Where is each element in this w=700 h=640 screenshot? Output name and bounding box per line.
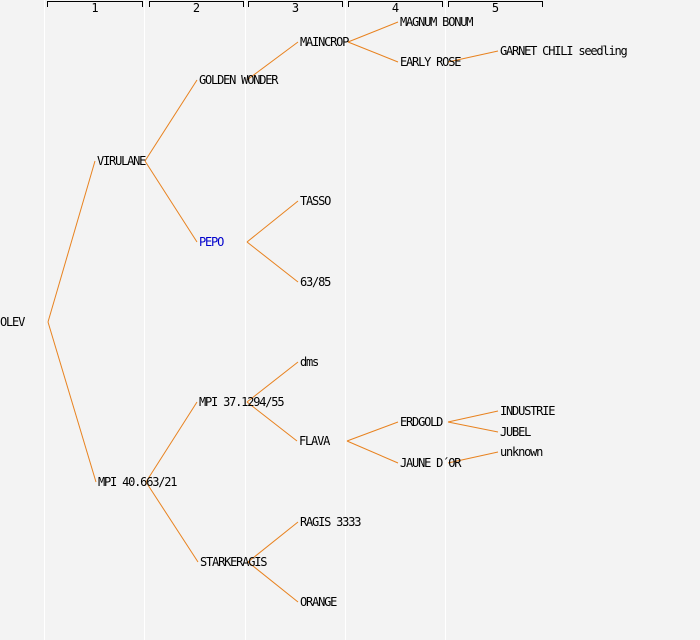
pedigree-edge-virulane-pepo — [144, 160, 198, 243]
tree-node-flava[interactable]: FLAVA — [299, 434, 330, 448]
tree-node-mpi-37-1294-55[interactable]: MPI 37.1294/55 — [199, 395, 285, 409]
generation-bracket-1: 1 — [47, 1, 143, 14]
generation-bracket-2: 2 — [149, 1, 244, 14]
pedigree-edge-maincrop-early-rose — [347, 41, 399, 63]
tree-node-early-rose[interactable]: EARLY ROSE — [400, 55, 461, 69]
generation-number: 2 — [192, 1, 201, 15]
tree-node-starkeragis[interactable]: STARKERAGIS — [200, 555, 267, 569]
column-separator-line — [345, 0, 346, 640]
tree-node-unknown[interactable]: unknown — [500, 445, 543, 459]
tree-node-magnum-bonum[interactable]: MAGNUM BONUM — [400, 15, 474, 29]
pedigree-edge-golden-wonder-maincrop — [246, 41, 299, 81]
tree-node-jubel[interactable]: JUBEL — [500, 425, 531, 439]
pedigree-edge-pepo-tasso — [246, 200, 299, 243]
tree-node-dms[interactable]: dms — [300, 355, 319, 369]
tree-node-ragis-3333[interactable]: RAGIS 3333 — [300, 515, 361, 529]
pedigree-edge-starkeragis-ragis-3333 — [247, 521, 299, 563]
tree-node-pepo[interactable]: PEPO — [199, 235, 224, 249]
tree-node-golden-wonder[interactable]: GOLDEN WONDER — [199, 73, 279, 87]
tree-node-erdgold[interactable]: ERDGOLD — [400, 415, 443, 429]
pedigree-edge-pepo-63-85 — [246, 241, 299, 283]
pedigree-edge-erdgold-industrie — [447, 410, 499, 423]
pedigree-edge-flava-erdgold — [346, 421, 399, 442]
pedigree-edge-mpi-37-1294-55-dms — [246, 361, 299, 403]
tree-node-jaune-dor[interactable]: JAUNE D´OR — [400, 456, 461, 470]
generation-number: 4 — [391, 1, 400, 15]
pedigree-edge-olev-virulane — [47, 160, 96, 323]
tree-node-tasso[interactable]: TASSO — [300, 194, 331, 208]
pedigree-edge-early-rose-garnet-chili-seedling — [447, 50, 499, 63]
generation-number: 5 — [491, 1, 500, 15]
generation-number: 1 — [91, 1, 99, 15]
pedigree-edge-mpi-37-1294-55-flava — [246, 401, 298, 442]
tree-node-63-85[interactable]: 63/85 — [300, 275, 331, 289]
tree-node-virulane[interactable]: VIRULANE — [97, 154, 146, 168]
column-separator-line — [144, 0, 145, 640]
generation-bracket-3: 3 — [248, 1, 343, 14]
tree-node-maincrop[interactable]: MAINCROP — [300, 35, 349, 49]
tree-node-garnet-chili-seedling[interactable]: GARNET CHILI seedling — [500, 44, 628, 58]
pedigree-edge-maincrop-magnum-bonum — [347, 21, 399, 43]
pedigree-edge-mpi-40-663-21-mpi-37-1294-55 — [145, 401, 198, 483]
pedigree-edge-erdgold-jubel — [447, 421, 499, 433]
column-separator-line — [245, 0, 246, 640]
generation-number: 3 — [291, 1, 300, 15]
pedigree-edge-virulane-golden-wonder — [144, 79, 198, 162]
pedigree-edge-jaune-dor-unknown — [447, 451, 499, 464]
generation-bracket-4: 4 — [348, 1, 443, 14]
pedigree-edge-mpi-40-663-21-starkeragis — [145, 481, 199, 563]
pedigree-edge-starkeragis-orange — [247, 561, 299, 603]
generation-bracket-5: 5 — [448, 1, 543, 14]
column-separator-line — [445, 0, 446, 640]
tree-node-orange[interactable]: ORANGE — [300, 595, 337, 609]
column-separator-line — [44, 0, 45, 640]
tree-node-industrie[interactable]: INDUSTRIE — [500, 404, 555, 418]
pedigree-edge-olev-mpi-40-663-21 — [47, 321, 97, 483]
tree-node-mpi-40-663-21[interactable]: MPI 40.663/21 — [98, 475, 178, 489]
tree-node-olev[interactable]: OLEV — [0, 315, 25, 329]
pedigree-edge-flava-jaune-dor — [346, 440, 399, 464]
